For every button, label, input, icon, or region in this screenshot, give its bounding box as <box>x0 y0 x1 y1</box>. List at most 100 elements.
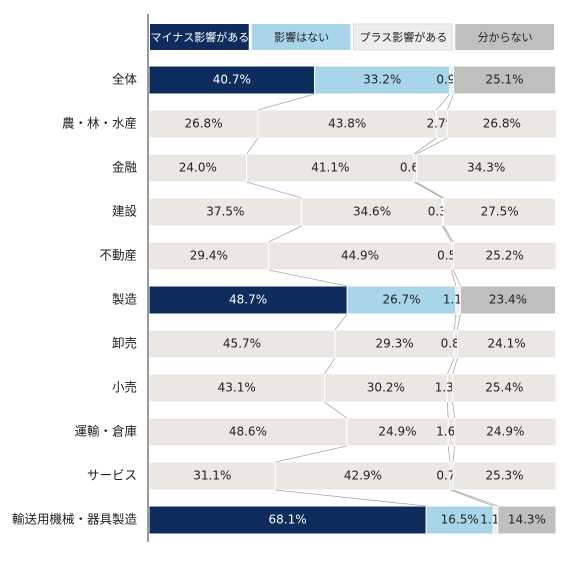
bar-segment <box>452 241 557 271</box>
connector-line <box>268 225 302 243</box>
connector-line <box>452 401 456 419</box>
connector-line <box>443 225 454 243</box>
bar-segment <box>148 241 270 271</box>
value-label: 34.6% <box>353 205 391 219</box>
bar-segment <box>443 197 557 227</box>
legend-label: プラス影響がある <box>359 30 447 44</box>
y-tick-label: 全体 <box>112 72 138 87</box>
bar-segment <box>459 285 557 315</box>
bar-segment <box>323 373 448 403</box>
value-label: 25.4% <box>485 381 523 395</box>
value-label: 48.6% <box>229 425 267 439</box>
connector-line <box>446 357 455 375</box>
y-tick-label: 小売 <box>112 380 137 395</box>
bar-segment <box>415 153 557 183</box>
bar-segment <box>452 461 557 491</box>
value-label: 25.3% <box>485 469 523 483</box>
value-label: 26.8% <box>184 117 222 131</box>
value-label: 68.1% <box>269 513 307 527</box>
value-label: 30.2% <box>367 381 405 395</box>
bar-segment <box>148 329 336 359</box>
bar-segment <box>148 461 277 491</box>
connector-line <box>275 445 347 463</box>
connector-line <box>457 313 461 331</box>
bar-segment <box>457 329 557 359</box>
y-tick-label: 輸送用機械・器具製造 <box>12 512 138 527</box>
value-label: 42.9% <box>344 469 382 483</box>
y-tick-label: 農・林・水産 <box>62 116 137 131</box>
connector-line <box>324 357 336 375</box>
value-label: 43.8% <box>328 117 366 131</box>
connector-line <box>334 313 348 331</box>
connector-line <box>442 225 452 243</box>
bar-segment <box>301 197 443 227</box>
connector-line <box>447 445 451 463</box>
legend-label: 影響はない <box>274 30 329 44</box>
legend-swatch <box>251 24 351 50</box>
bar-segment <box>148 109 259 139</box>
y-tick-label: 運輸・倉庫 <box>74 424 137 439</box>
value-label: 14.3% <box>508 513 546 527</box>
connector-line <box>246 181 302 199</box>
bar-segment <box>446 109 557 139</box>
bar-segment <box>148 505 427 535</box>
value-label: 40.7% <box>213 73 251 87</box>
bar-segment <box>148 285 348 315</box>
legend-swatch <box>150 24 249 50</box>
legend-swatch <box>353 23 453 51</box>
connector-line <box>446 93 454 111</box>
bar-segment <box>148 197 303 227</box>
connector-line <box>268 269 348 287</box>
bar-segment <box>246 153 415 183</box>
bar-segment <box>452 65 557 95</box>
value-label: 25.1% <box>485 73 523 87</box>
value-label: 24.1% <box>487 337 525 351</box>
connector-line <box>446 401 449 419</box>
connector-line <box>453 269 461 287</box>
value-label: 29.4% <box>190 249 228 263</box>
value-label: 23.4% <box>489 293 527 307</box>
connector-line <box>246 137 259 155</box>
legend-label: 分からない <box>478 31 533 44</box>
y-tick-label: 金融 <box>112 160 138 175</box>
value-label: 43.1% <box>218 381 256 395</box>
bar-segment <box>452 373 557 403</box>
value-label: 33.2% <box>363 73 401 87</box>
value-label: 34.3% <box>467 161 505 175</box>
value-label: 26.8% <box>483 117 521 131</box>
value-label: 31.1% <box>193 469 231 483</box>
connector-line <box>451 269 457 287</box>
y-tick-label: 卸売 <box>112 336 137 351</box>
bar-segment <box>257 109 437 139</box>
connector-line <box>257 93 315 111</box>
bar-segment <box>334 329 455 359</box>
connector-line <box>416 137 448 155</box>
connector-line <box>452 357 458 375</box>
connector-line <box>452 445 456 463</box>
value-label: 45.7% <box>223 337 261 351</box>
y-tick-label: 不動産 <box>99 248 137 263</box>
value-label: 44.9% <box>341 249 379 263</box>
value-label: 26.7% <box>382 293 420 307</box>
legend-label: マイナス影響がある <box>150 30 249 44</box>
value-label: 29.3% <box>376 337 414 351</box>
connector-line <box>413 137 437 155</box>
y-tick-label: 製造 <box>112 292 138 307</box>
value-label: 24.9% <box>378 425 416 439</box>
bar-segment <box>346 285 457 315</box>
legend-swatch <box>455 24 554 50</box>
connector-line <box>413 181 443 199</box>
connector-line <box>452 489 498 507</box>
value-label: 24.0% <box>179 161 217 175</box>
value-label: 16.5% <box>441 513 479 527</box>
value-label: 48.7% <box>229 293 267 307</box>
bar-segment <box>346 417 449 447</box>
y-tick-label: 建設 <box>112 204 138 219</box>
connector-line <box>275 489 427 507</box>
value-label: 41.1% <box>311 161 349 175</box>
value-label: 27.5% <box>481 205 519 219</box>
connector-line <box>436 93 451 111</box>
bar-segment <box>497 505 557 535</box>
